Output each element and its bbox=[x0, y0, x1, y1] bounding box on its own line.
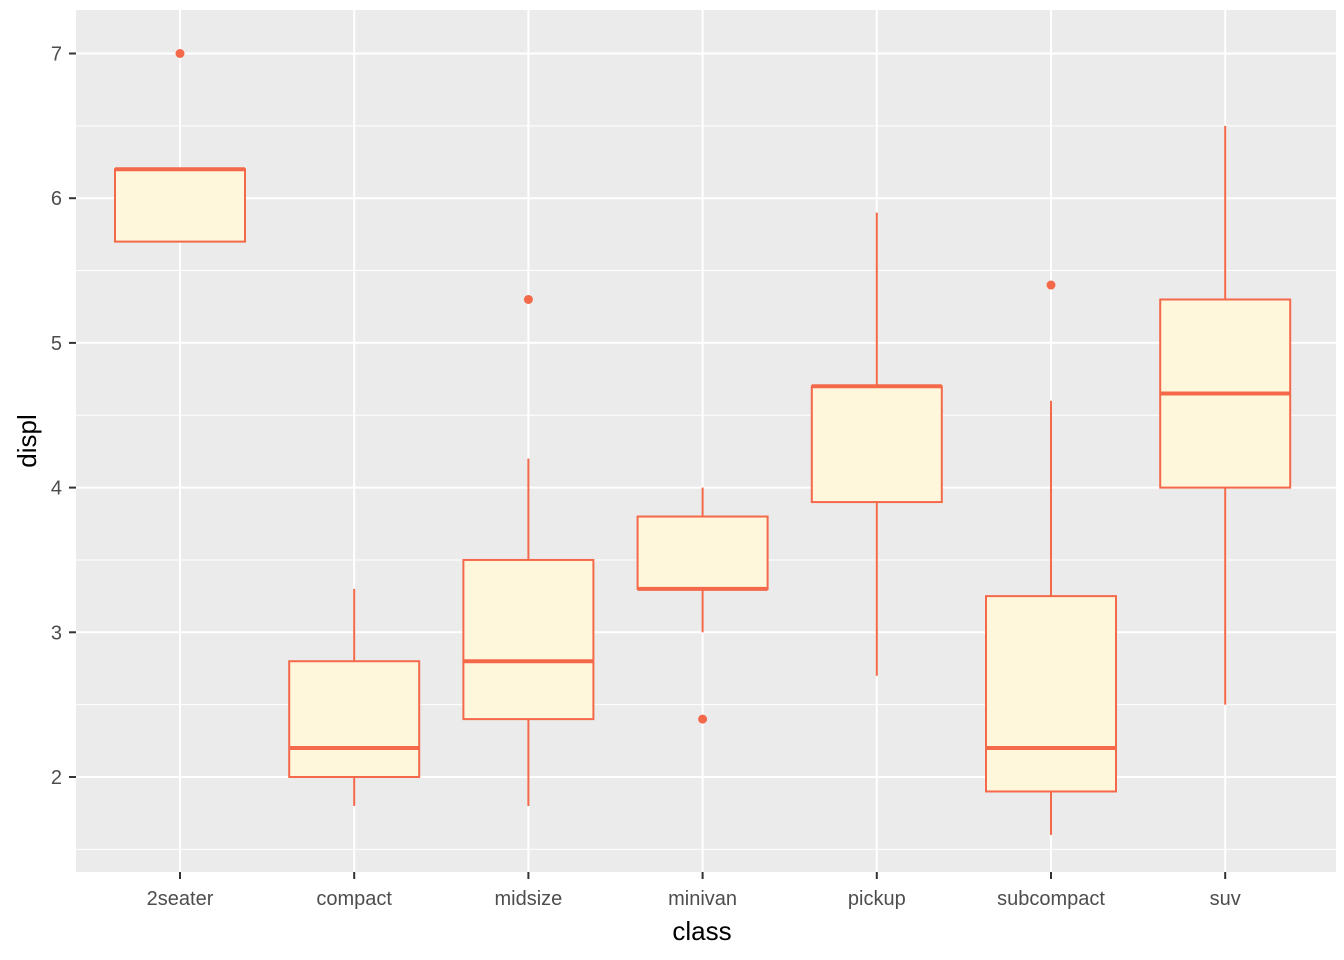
y-tick-label: 4 bbox=[51, 478, 62, 500]
y-tick-label: 7 bbox=[51, 44, 62, 66]
y-tick-label: 2 bbox=[51, 767, 62, 789]
axes: 2 3 4 5 6 7 2seater compact midsize minivan pickup… bbox=[51, 44, 1241, 911]
plot-panel bbox=[76, 10, 1336, 872]
box-2seater bbox=[114, 49, 246, 243]
outlier-point bbox=[523, 294, 533, 304]
y-axis-title: displ bbox=[12, 414, 42, 467]
y-tick-label: 3 bbox=[51, 622, 62, 644]
box-compact bbox=[288, 588, 421, 806]
box-pickup bbox=[810, 212, 943, 676]
y-tick-label: 5 bbox=[51, 333, 62, 355]
box-subcompact bbox=[985, 280, 1117, 835]
x-axis-title: class bbox=[672, 916, 731, 946]
outlier-point bbox=[698, 714, 708, 724]
box-body bbox=[636, 515, 769, 590]
box-minivan bbox=[636, 487, 769, 724]
x-tick-label: compact bbox=[316, 888, 392, 910]
box-body bbox=[288, 660, 421, 778]
x-tick-label: subcompact bbox=[997, 888, 1105, 910]
outlier-point bbox=[175, 49, 185, 58]
box-body bbox=[462, 558, 595, 721]
x-tick-label: 2seater bbox=[147, 888, 214, 910]
box-suv bbox=[1159, 125, 1292, 705]
y-tick-label: 6 bbox=[51, 188, 62, 210]
boxes bbox=[114, 49, 1292, 835]
box-midsize bbox=[462, 294, 595, 806]
outlier-point bbox=[1046, 280, 1056, 290]
x-tick-label: minivan bbox=[668, 888, 737, 910]
x-tick-label: midsize bbox=[495, 888, 563, 910]
box-body bbox=[810, 385, 943, 504]
x-tick-label: pickup bbox=[848, 888, 906, 910]
box-body bbox=[114, 168, 246, 243]
x-tick-label: suv bbox=[1210, 888, 1241, 910]
box-body bbox=[985, 595, 1117, 793]
